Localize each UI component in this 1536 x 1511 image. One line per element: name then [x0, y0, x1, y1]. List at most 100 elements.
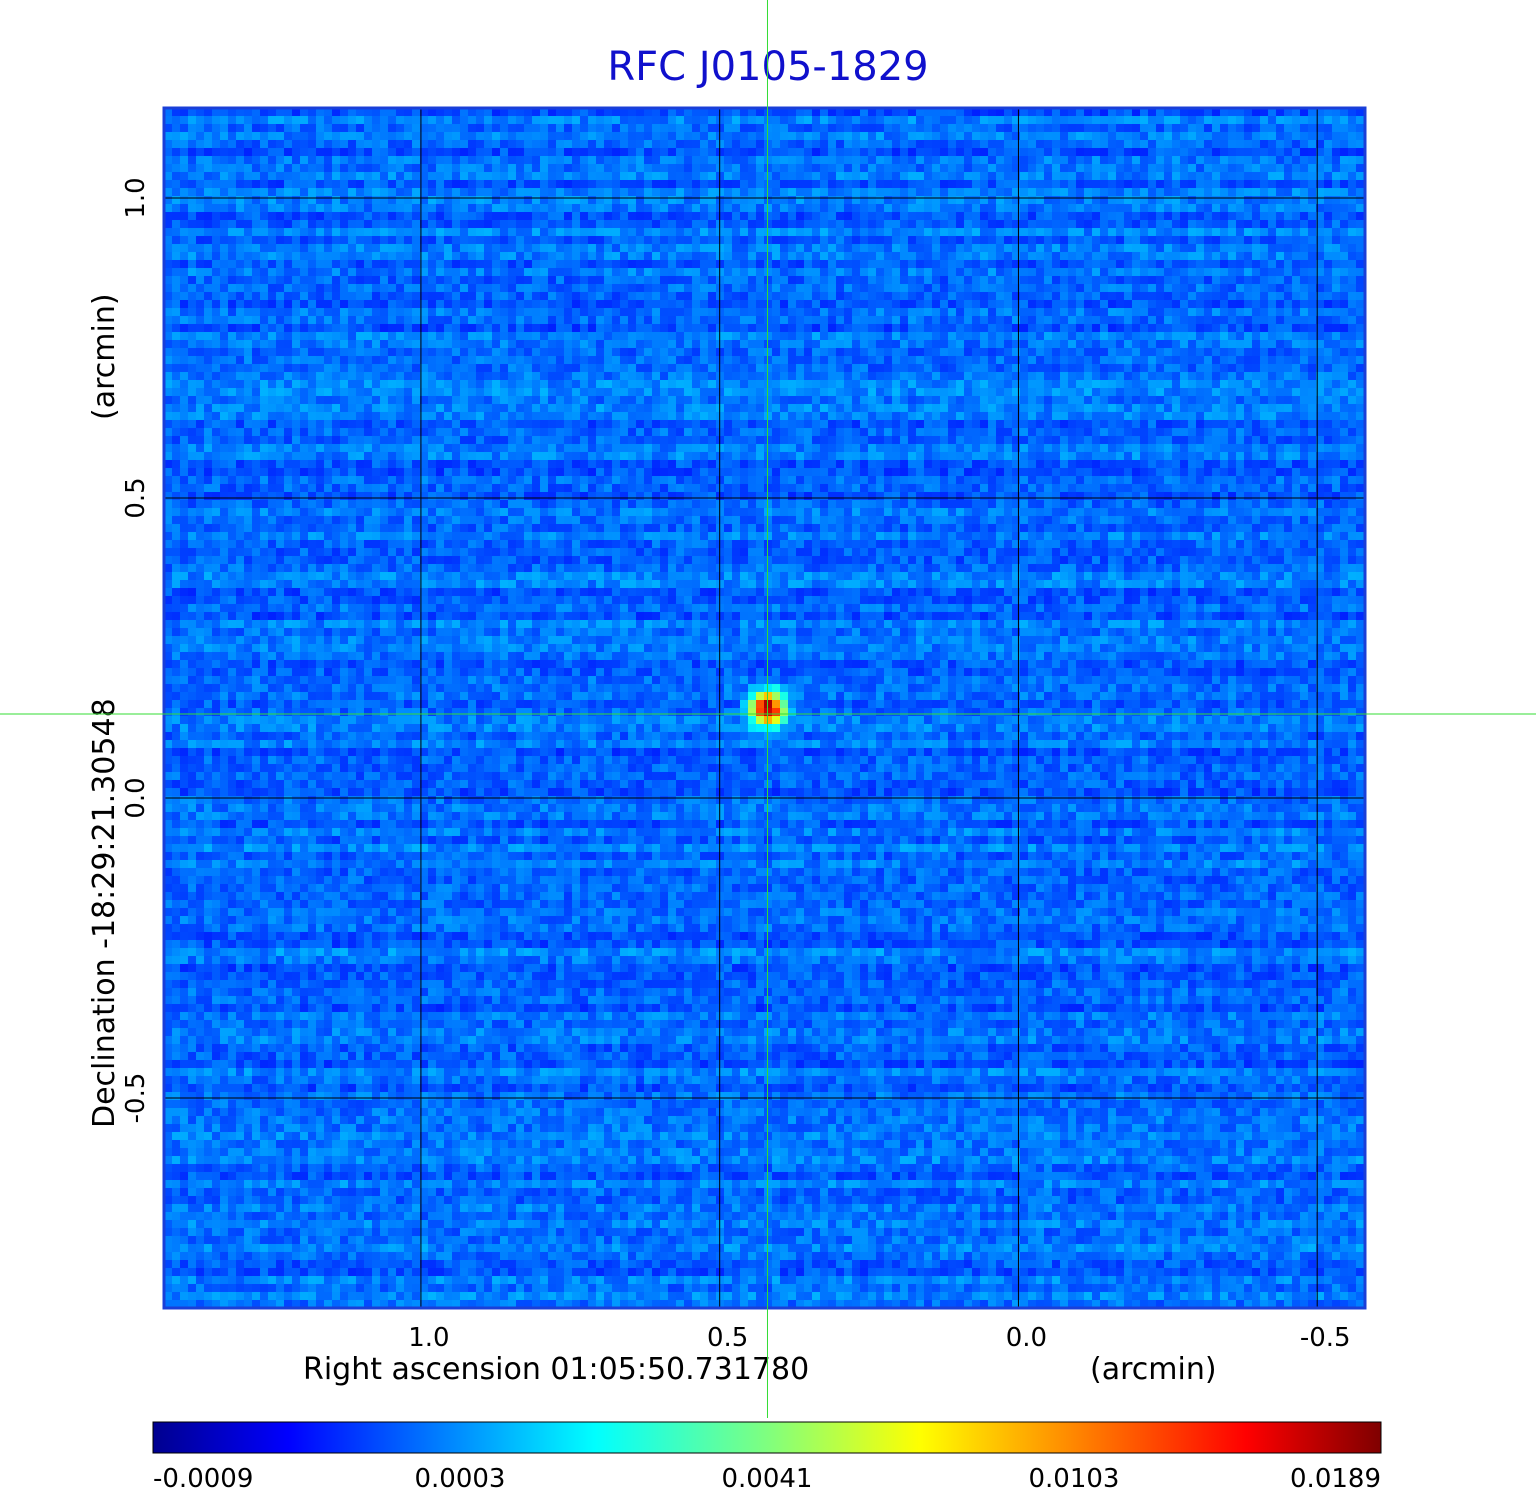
- heatmap-cell: [932, 284, 941, 293]
- heatmap-cell: [812, 172, 821, 181]
- heatmap-cell: [1276, 204, 1285, 213]
- heatmap-cell: [868, 156, 877, 165]
- heatmap-cell: [1212, 188, 1221, 197]
- heatmap-cell: [308, 156, 317, 165]
- heatmap-cell: [1260, 164, 1269, 173]
- heatmap-cell: [932, 324, 941, 333]
- heatmap-cell: [916, 196, 925, 205]
- heatmap-cell: [900, 212, 909, 221]
- heatmap-cell: [652, 244, 661, 253]
- heatmap-cell: [244, 340, 253, 349]
- heatmap-cell: [956, 212, 965, 221]
- heatmap-cell: [612, 308, 621, 317]
- heatmap-cell: [460, 340, 469, 349]
- heatmap-cell: [412, 140, 421, 149]
- heatmap-cell: [1076, 276, 1085, 285]
- heatmap-cell: [300, 132, 309, 141]
- heatmap-cell: [1268, 116, 1277, 125]
- heatmap-cell: [740, 356, 749, 365]
- heatmap-cell: [196, 164, 205, 173]
- heatmap-cell: [660, 220, 669, 229]
- heatmap-cell: [876, 204, 885, 213]
- heatmap-cell: [748, 316, 757, 325]
- heatmap-cell: [324, 332, 333, 341]
- heatmap-cell: [740, 172, 749, 181]
- heatmap-cell: [1036, 340, 1045, 349]
- heatmap-cell: [1324, 324, 1333, 333]
- heatmap-cell: [708, 228, 717, 237]
- heatmap-cell: [564, 148, 573, 157]
- heatmap-cell: [532, 180, 541, 189]
- heatmap-cell: [244, 260, 253, 269]
- heatmap-cell: [164, 236, 173, 245]
- heatmap-cell: [1180, 260, 1189, 269]
- heatmap-cell: [524, 164, 533, 173]
- heatmap-cell: [380, 220, 389, 229]
- heatmap-cell: [1308, 140, 1317, 149]
- heatmap-cell: [836, 252, 845, 261]
- heatmap-cell: [956, 180, 965, 189]
- heatmap-cell: [1228, 172, 1237, 181]
- heatmap-cell: [492, 108, 501, 117]
- heatmap-cell: [164, 196, 173, 205]
- heatmap-cell: [356, 324, 365, 333]
- heatmap-cell: [460, 244, 469, 253]
- heatmap-cell: [940, 284, 949, 293]
- heatmap-cell: [356, 244, 365, 253]
- heatmap-cell: [188, 156, 197, 165]
- heatmap-cell: [1260, 284, 1269, 293]
- heatmap-cell: [996, 260, 1005, 269]
- heatmap-cell: [924, 148, 933, 157]
- heatmap-cell: [724, 132, 733, 141]
- heatmap-cell: [1284, 140, 1293, 149]
- heatmap-cell: [284, 212, 293, 221]
- heatmap-cell: [604, 324, 613, 333]
- heatmap-cell: [572, 132, 581, 141]
- heatmap-cell: [812, 292, 821, 301]
- heatmap-cell: [260, 164, 269, 173]
- heatmap-cell: [972, 212, 981, 221]
- heatmap-cell: [1052, 124, 1061, 133]
- heatmap-cell: [1124, 140, 1133, 149]
- heatmap-cell: [916, 292, 925, 301]
- heatmap-cell: [1132, 244, 1141, 253]
- heatmap-cell: [404, 164, 413, 173]
- heatmap-cell: [1196, 244, 1205, 253]
- heatmap-cell: [268, 244, 277, 253]
- heatmap-cell: [1340, 196, 1349, 205]
- heatmap-cell: [660, 180, 669, 189]
- heatmap-cell: [852, 204, 861, 213]
- heatmap-cell: [508, 268, 517, 277]
- heatmap-cell: [1076, 292, 1085, 301]
- heatmap-cell: [612, 356, 621, 365]
- heatmap-cell: [1060, 340, 1069, 349]
- heatmap-cell: [236, 212, 245, 221]
- heatmap-cell: [388, 172, 397, 181]
- heatmap-cell: [580, 292, 589, 301]
- heatmap-cell: [524, 284, 533, 293]
- heatmap-cell: [220, 244, 229, 253]
- heatmap-cell: [484, 196, 493, 205]
- heatmap-cell: [1180, 348, 1189, 357]
- heatmap-cell: [284, 300, 293, 309]
- heatmap-cell: [980, 108, 989, 117]
- heatmap-cell: [316, 156, 325, 165]
- heatmap-cell: [428, 212, 437, 221]
- heatmap-cell: [428, 348, 437, 357]
- heatmap-cell: [748, 276, 757, 285]
- heatmap-cell: [1084, 252, 1093, 261]
- heatmap-cell: [1244, 284, 1253, 293]
- heatmap-cell: [884, 188, 893, 197]
- heatmap-cell: [172, 212, 181, 221]
- heatmap-cell: [1212, 156, 1221, 165]
- heatmap-cell: [972, 172, 981, 181]
- heatmap-cell: [388, 308, 397, 317]
- heatmap-cell: [756, 260, 765, 269]
- heatmap-cell: [460, 348, 469, 357]
- heatmap-cell: [188, 204, 197, 213]
- heatmap-cell: [452, 180, 461, 189]
- heatmap-cell: [452, 356, 461, 365]
- heatmap-cell: [820, 348, 829, 357]
- heatmap-cell: [652, 316, 661, 325]
- heatmap-cell: [260, 276, 269, 285]
